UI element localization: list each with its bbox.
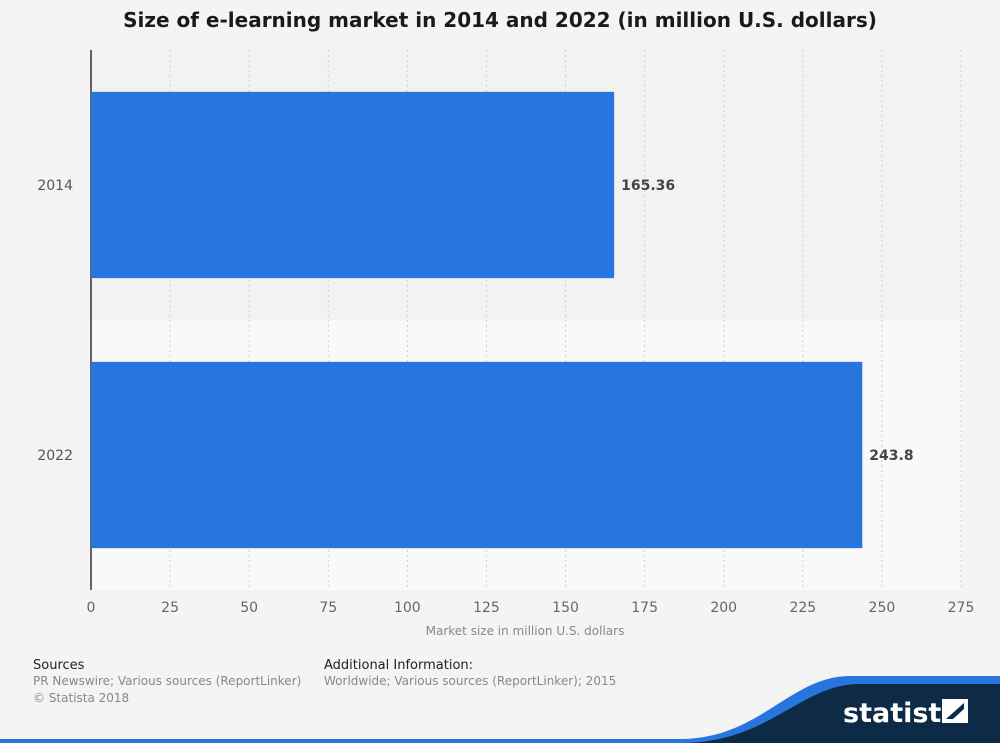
x-tick-label: 75	[319, 600, 337, 616]
x-tick-labels: 0 25 50 75 100 125 150 175 200 225 250 275	[87, 600, 975, 616]
copyright-text: © Statista 2018	[33, 691, 130, 705]
bar-2014[interactable]	[91, 91, 615, 279]
bars	[91, 91, 863, 549]
x-tick-label: 125	[473, 600, 500, 616]
x-tick-label: 225	[789, 600, 816, 616]
x-tick-label: 250	[869, 600, 896, 616]
x-tick-label: 25	[161, 600, 179, 616]
x-tick-label: 50	[240, 600, 258, 616]
x-tick-label: 175	[631, 600, 658, 616]
sources-block: Sources PR Newswire; Various sources (Re…	[33, 658, 301, 707]
x-tick-label: 100	[394, 600, 421, 616]
statista-logo-icon[interactable]	[942, 699, 968, 723]
chart-title: Size of e-learning market in 2014 and 20…	[123, 8, 877, 32]
statista-logo-text[interactable]: statista	[843, 698, 960, 729]
category-labels: 2014 2022	[37, 178, 73, 464]
sources-text[interactable]: PR Newswire; Various sources (ReportLink…	[33, 674, 302, 688]
additional-info-text: Worldwide; Various sources (ReportLinker…	[324, 674, 617, 688]
category-label: 2014	[37, 178, 73, 194]
bar-2022[interactable]	[91, 361, 863, 549]
value-label: 165.36	[621, 178, 675, 194]
brand-swoosh	[680, 684, 1000, 743]
category-label: 2022	[37, 448, 73, 464]
x-axis-title: Market size in million U.S. dollars	[426, 624, 625, 638]
sources-heading: Sources	[33, 658, 85, 673]
value-labels: 165.36 243.8	[621, 178, 913, 464]
additional-info-heading: Additional Information:	[324, 658, 474, 673]
value-label: 243.8	[869, 448, 913, 464]
additional-info-block: Additional Information: Worldwide; Vario…	[324, 658, 616, 690]
x-tick-label: 0	[87, 600, 96, 616]
x-tick-label: 150	[552, 600, 579, 616]
x-tick-label: 200	[710, 600, 737, 616]
bar-chart: 2014 2022 165.36 243.8 0 25 50 75 100 125 150 175…	[37, 50, 975, 638]
x-tick-label: 275	[948, 600, 975, 616]
